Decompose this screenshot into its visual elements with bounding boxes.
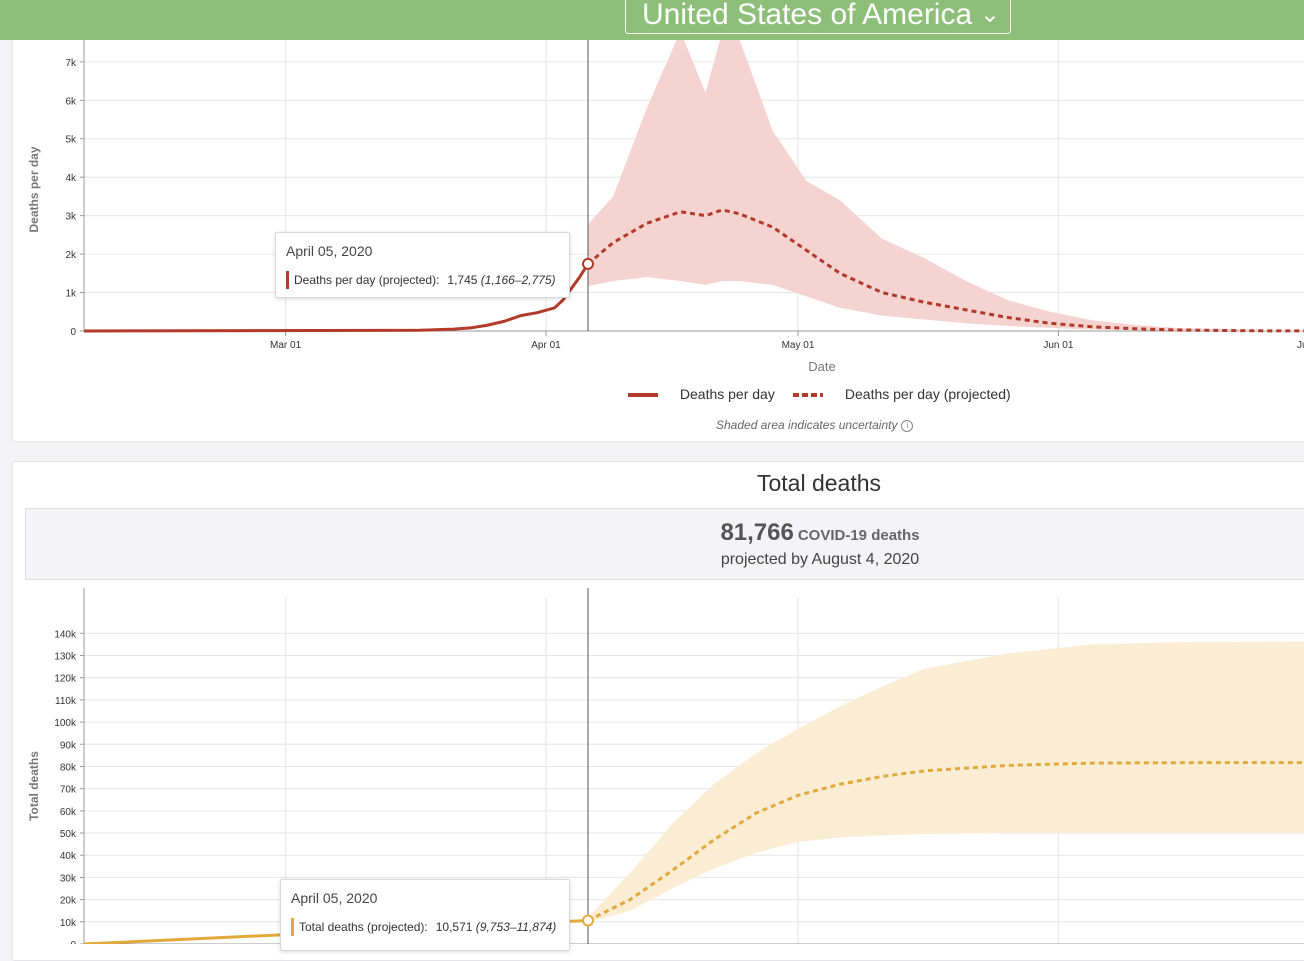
y-tick-label: 5k	[65, 135, 77, 146]
tooltip-value: 10,571	[435, 920, 473, 934]
tooltip-date: April 05, 2020	[291, 890, 378, 906]
total-deaths-summary: 81,766 COVID-19 deaths projected by Augus…	[25, 508, 1304, 580]
y-tick-label: 0	[70, 327, 76, 338]
x-tick-label: Jun 01	[1043, 340, 1073, 351]
total-tooltip: April 05, 2020 Total deaths (projected):…	[280, 879, 570, 951]
country-select-label: United States of America	[642, 0, 973, 31]
tooltip-label: Total deaths (projected):	[299, 920, 428, 934]
uncertainty-band	[588, 31, 1304, 331]
x-tick-label: Apr 01	[531, 340, 561, 351]
legend-dashed-line-icon	[793, 393, 823, 398]
chevron-down-icon: ⌄	[979, 1, 1000, 28]
tooltip-label: Deaths per day (projected):	[294, 273, 440, 287]
tooltip-date: April 05, 2020	[286, 243, 373, 259]
tooltip-value: 1,745	[447, 273, 478, 287]
tooltip-range: (9,753–11,874)	[475, 920, 557, 934]
tooltip-color-swatch	[291, 918, 294, 936]
total-deaths-title: Total deaths	[756, 470, 882, 496]
y-tick-label: 4k	[65, 173, 77, 184]
y-axis-label: Deaths per day	[27, 146, 41, 232]
country-header: United States of America ⌄	[0, 0, 1304, 40]
y-tick-label: 3k	[65, 212, 77, 223]
x-tick-label: Mar 01	[270, 340, 302, 351]
projected-series-line	[587, 208, 1304, 333]
legend-deaths-label: Deaths per day	[679, 386, 775, 402]
hover-point	[582, 257, 594, 270]
y-tick-label: 2k	[65, 250, 77, 261]
summary-label: COVID-19 deaths	[797, 527, 920, 544]
y-tick-label: 6k	[65, 96, 77, 107]
legend-solid-line-icon	[628, 393, 658, 398]
info-icon[interactable]: i	[901, 419, 914, 432]
x-tick-label: May 01	[782, 340, 815, 351]
uncertainty-note: Shaded area indicates uncertainty i	[716, 418, 914, 432]
tooltip-color-swatch	[286, 271, 289, 289]
legend-deaths[interactable]: Deaths per day	[628, 384, 775, 404]
tooltip-range: (1,166–2,775)	[480, 273, 556, 287]
y-tick-label: 1k	[65, 289, 77, 300]
x-axis-label: Date	[808, 359, 835, 374]
deaths-tooltip: April 05, 2020 Deaths per day (projected…	[275, 232, 570, 298]
observed-series-line	[83, 263, 590, 333]
x-tick-label: Jul 01	[1297, 340, 1304, 351]
country-select[interactable]: United States of America ⌄	[625, 0, 1011, 34]
deaths-per-day-chart[interactable]: 0 1k 2k 3k 4k 5k 6k 7k Mar 01 Apr 01 May 01 Jun 01 J…	[0, 0, 1304, 380]
legend-projected-label: Deaths per day (projected)	[844, 386, 1011, 402]
y-tick-label: 7k	[65, 58, 77, 69]
legend-deaths-projected[interactable]: Deaths per day (projected)	[793, 384, 1011, 404]
uncertainty-note-text: Shaded area indicates uncertainty	[716, 418, 898, 432]
summary-subtitle: projected by August 4, 2020	[720, 551, 920, 568]
summary-value: 81,766	[720, 519, 794, 546]
